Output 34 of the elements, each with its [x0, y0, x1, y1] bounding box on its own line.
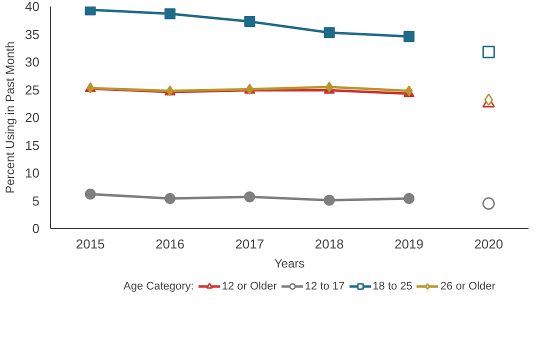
- x-tick-label: 2018: [314, 236, 344, 252]
- point: [164, 8, 176, 20]
- point: [244, 191, 256, 202]
- legend-label: 26 or Older: [440, 280, 496, 292]
- point: [482, 197, 495, 210]
- y-tick-label: 35: [25, 26, 40, 42]
- legend-label: 18 to 25: [372, 280, 412, 292]
- y-axis-title: Percent Using in Past Month: [3, 41, 18, 194]
- x-tick-label: 2015: [76, 236, 105, 252]
- point: [482, 46, 495, 58]
- x-axis-title: Years: [274, 256, 305, 270]
- point: [404, 193, 414, 204]
- point: [84, 188, 96, 200]
- y-tick-label: 15: [25, 138, 40, 153]
- y-tick-label: 25: [25, 82, 40, 98]
- legend-label: 12 or Older: [222, 280, 277, 292]
- point: [164, 193, 176, 204]
- point: [404, 30, 414, 42]
- y-tick-label: 20: [25, 110, 40, 125]
- legend-title: Age Category:: [124, 280, 194, 292]
- point: [244, 16, 256, 27]
- x-tick-label: 2016: [156, 236, 184, 252]
- x-tick-label: 2019: [394, 236, 424, 252]
- x-tick-label: 2017: [235, 236, 264, 252]
- point: [484, 93, 494, 106]
- y-tick-label: 30: [25, 54, 40, 70]
- point: [324, 27, 335, 38]
- point: [324, 194, 335, 206]
- y-tick-label: 40: [25, 0, 40, 14]
- y-tick-label: 0: [32, 221, 40, 236]
- x-tick-label: 2020: [474, 236, 504, 252]
- y-tick-label: 10: [25, 166, 40, 180]
- y-tick-label: 5: [32, 193, 40, 208]
- legend-label: 12 to 17: [304, 280, 345, 292]
